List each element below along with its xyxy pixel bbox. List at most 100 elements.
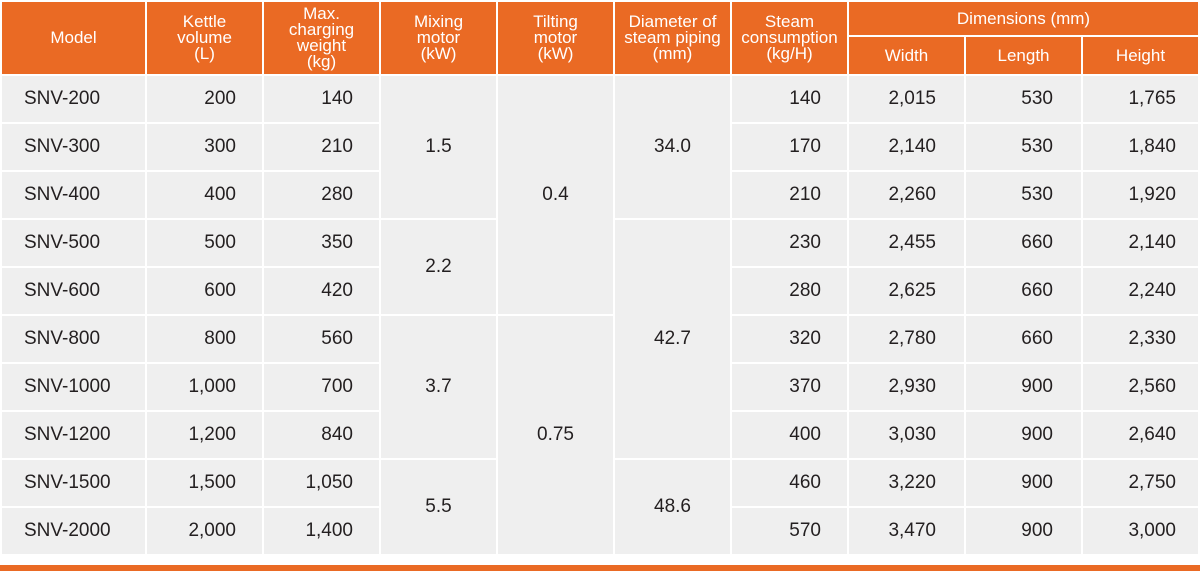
cell-length: 530 [966,124,1081,170]
cell-steam-consumption: 230 [732,220,847,266]
header-line: motor [533,28,578,47]
cell-width: 2,015 [849,76,964,122]
col-header-mixing-motor: Mixing motor (kW) [381,2,496,74]
cell-model: SNV-500 [2,220,145,266]
cell-steam-consumption: 210 [732,172,847,218]
cell-weight: 560 [264,316,379,362]
header-line: charging [288,20,355,39]
header-line: Tilting [533,12,578,31]
cell-weight: 840 [264,412,379,458]
cell-weight: 210 [264,124,379,170]
cell-steam-piping: 48.6 [615,460,730,554]
cell-model: SNV-1200 [2,412,145,458]
cell-model: SNV-400 [2,172,145,218]
cell-model: SNV-200 [2,76,145,122]
cell-model: SNV-300 [2,124,145,170]
cell-width: 2,260 [849,172,964,218]
cell-width: 3,220 [849,460,964,506]
cell-width: 2,780 [849,316,964,362]
cell-volume: 2,000 [147,508,262,554]
col-header-width: Width [849,37,964,74]
cell-model: SNV-2000 [2,508,145,554]
header-line: weight [296,36,347,55]
cell-height: 2,750 [1083,460,1198,506]
cell-volume: 200 [147,76,262,122]
cell-length: 900 [966,460,1081,506]
col-header-width-label: Width [884,45,929,65]
header-line: (kg/H) [766,44,813,63]
cell-model: SNV-1000 [2,364,145,410]
header-line: Mixing [413,12,464,31]
cell-weight: 280 [264,172,379,218]
cell-height: 2,330 [1083,316,1198,362]
cell-height: 1,840 [1083,124,1198,170]
table-header: Model Kettle volume (L) Max. charging we… [2,2,1198,74]
table-row: SNV-2000 2,000 1,400 570 3,470 900 3,000 [2,508,1198,554]
col-header-max-charging-weight: Max. charging weight (kg) [264,2,379,74]
table-row: SNV-300 300 210 170 2,140 530 1,840 [2,124,1198,170]
cell-height: 2,240 [1083,268,1198,314]
table-row: SNV-600 600 420 280 2,625 660 2,240 [2,268,1198,314]
col-header-model: Model [2,2,145,74]
cell-mixing-motor: 2.2 [381,220,496,314]
cell-width: 2,455 [849,220,964,266]
cell-length: 530 [966,76,1081,122]
table-row: SNV-200 200 140 1.5 0.4 34.0 140 2,015 5… [2,76,1198,314]
col-header-dimensions-label: Dimensions (mm) [956,8,1091,28]
cell-width: 2,625 [849,268,964,314]
cell-weight: 140 [264,76,379,122]
cell-height: 3,000 [1083,508,1198,554]
table-row: SNV-1500 1,500 1,050 5.5 48.6 460 3,220 … [2,460,1198,554]
spec-table: Model Kettle volume (L) Max. charging we… [2,2,1198,554]
cell-steam-consumption: 570 [732,508,847,554]
cell-length: 900 [966,508,1081,554]
cell-steam-consumption: 460 [732,460,847,506]
table-row: SNV-1200 1,200 840 400 3,030 900 2,640 [2,412,1198,458]
cell-weight: 700 [264,364,379,410]
table-row: SNV-500 500 350 2.2 42.7 230 2,455 660 2… [2,220,1198,458]
cell-model: SNV-800 [2,316,145,362]
cell-mixing-motor: 1.5 [381,76,496,218]
header-line: Max. [303,4,340,23]
table-row: SNV-800 800 560 3.7 0.75 320 2,780 660 2… [2,316,1198,554]
cell-length: 900 [966,412,1081,458]
cell-length: 660 [966,316,1081,362]
cell-mixing-motor: 5.5 [381,460,496,554]
cell-steam-consumption: 400 [732,412,847,458]
table-row: SNV-1000 1,000 700 370 2,930 900 2,560 [2,364,1198,410]
col-header-height: Height [1083,37,1198,74]
table-row: SNV-400 400 280 210 2,260 530 1,920 [2,172,1198,218]
cell-steam-consumption: 140 [732,76,847,122]
cell-width: 3,470 [849,508,964,554]
cell-volume: 300 [147,124,262,170]
header-line: Kettle [182,12,227,31]
col-header-dimensions: Dimensions (mm) [849,2,1198,35]
cell-width: 3,030 [849,412,964,458]
header-line: motor [416,28,461,47]
header-line: (kW) [537,44,574,63]
header-line: Diameter of [628,12,717,31]
cell-weight: 1,050 [264,460,379,506]
cell-length: 660 [966,268,1081,314]
table-body: SNV-200 200 140 1.5 0.4 34.0 140 2,015 5… [2,76,1198,554]
cell-volume: 1,500 [147,460,262,506]
cell-volume: 500 [147,220,262,266]
cell-model: SNV-1500 [2,460,145,506]
cell-length: 660 [966,220,1081,266]
cell-width: 2,930 [849,364,964,410]
bottom-accent-bar [0,565,1200,571]
cell-volume: 1,000 [147,364,262,410]
col-header-steam-piping: Diameter of steam piping (mm) [615,2,730,74]
cell-length: 530 [966,172,1081,218]
cell-weight: 420 [264,268,379,314]
cell-tilting-motor: 0.4 [498,76,613,314]
header-line: (L) [194,44,215,63]
cell-volume: 600 [147,268,262,314]
col-header-tilting-motor: Tilting motor (kW) [498,2,613,74]
cell-height: 1,920 [1083,172,1198,218]
cell-steam-consumption: 280 [732,268,847,314]
header-line: (kW) [420,44,457,63]
cell-width: 2,140 [849,124,964,170]
cell-height: 2,140 [1083,220,1198,266]
